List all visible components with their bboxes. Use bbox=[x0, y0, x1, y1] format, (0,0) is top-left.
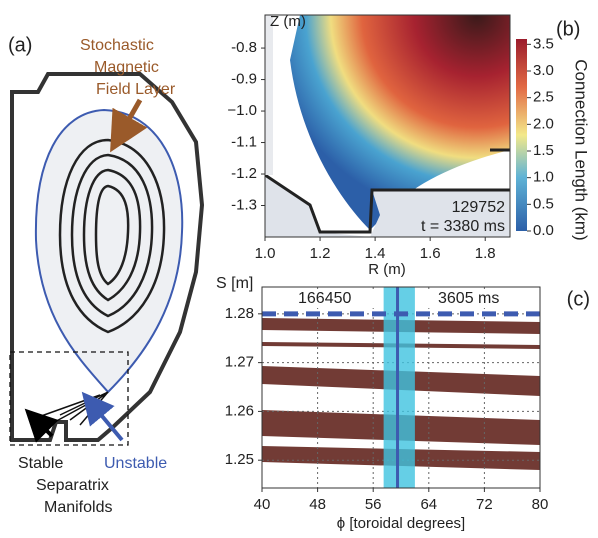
x-tick-label: 1.0 bbox=[255, 245, 276, 262]
y-axis-label: S [m] bbox=[216, 275, 253, 292]
annotation: 166450 bbox=[298, 290, 351, 307]
y-axis-label: Z (m) bbox=[270, 13, 306, 30]
highlight-span bbox=[384, 287, 415, 488]
label: Stable bbox=[18, 455, 63, 472]
x-tick-label: 1.8 bbox=[475, 245, 496, 262]
colorbar-tick-label: 1.5 bbox=[533, 142, 554, 159]
separatrix bbox=[36, 110, 182, 392]
x-tick-label: 64 bbox=[420, 496, 437, 513]
label: Separatrix bbox=[36, 477, 109, 494]
colorbar bbox=[516, 39, 527, 231]
y-tick-label: 1.25 bbox=[225, 451, 254, 468]
y-tick-label: -1.1 bbox=[231, 134, 257, 151]
x-tick-label: 72 bbox=[476, 496, 493, 513]
label: Stochastic bbox=[80, 37, 154, 54]
y-tick-label: -0.8 bbox=[231, 39, 257, 56]
colorbar-label: Connection Length (km) bbox=[572, 59, 591, 240]
y-tick-label: 1.26 bbox=[225, 402, 254, 419]
arrow bbox=[36, 420, 52, 436]
label: Manifolds bbox=[44, 499, 112, 516]
label: Unstable bbox=[104, 455, 167, 472]
annotation: 129752 bbox=[452, 199, 505, 216]
label: Field Layer bbox=[96, 81, 176, 98]
colorbar-tick-label: 2.5 bbox=[533, 89, 554, 106]
x-tick-label: 56 bbox=[365, 496, 382, 513]
colorbar-tick-label: 3.0 bbox=[533, 62, 554, 79]
x-tick-label: 80 bbox=[532, 496, 549, 513]
colorbar-tick-label: 3.5 bbox=[533, 35, 554, 52]
x-tick-label: 40 bbox=[254, 496, 271, 513]
colorbar-tick-label: 0.5 bbox=[533, 195, 554, 212]
x-tick-label: 1.2 bbox=[310, 245, 331, 262]
y-tick-label: -1.2 bbox=[231, 165, 257, 182]
y-tick-label: −1.0 bbox=[227, 102, 257, 119]
figure: (a) Stochastic Magnetic Field Layer Stab… bbox=[0, 0, 598, 533]
colorbar-tick-label: 0.0 bbox=[533, 222, 554, 239]
y-tick-label: -1.3 bbox=[231, 196, 257, 213]
annotation: t = 3380 ms bbox=[421, 218, 505, 235]
x-axis-label: R (m) bbox=[368, 261, 406, 278]
y-tick-label: 1.28 bbox=[225, 305, 254, 322]
colorbar-tick-label: 2.0 bbox=[533, 115, 554, 132]
panel-label: (b) bbox=[556, 18, 580, 40]
x-tick-label: 1.6 bbox=[420, 245, 441, 262]
panel-a: (a) Stochastic Magnetic Field Layer Stab… bbox=[8, 34, 202, 516]
colorbar-tick-label: 1.0 bbox=[533, 169, 554, 186]
y-tick-label: -0.9 bbox=[231, 71, 257, 88]
x-tick-label: 1.4 bbox=[365, 245, 386, 262]
x-tick-label: 48 bbox=[309, 496, 326, 513]
label: Magnetic bbox=[94, 59, 159, 76]
annotation: 3605 ms bbox=[438, 290, 499, 307]
panel-label: (c) bbox=[567, 288, 590, 310]
panel-label: (a) bbox=[8, 34, 32, 56]
x-axis-label: ϕ [toroidal degrees] bbox=[337, 515, 465, 532]
y-tick-label: 1.27 bbox=[225, 354, 254, 371]
